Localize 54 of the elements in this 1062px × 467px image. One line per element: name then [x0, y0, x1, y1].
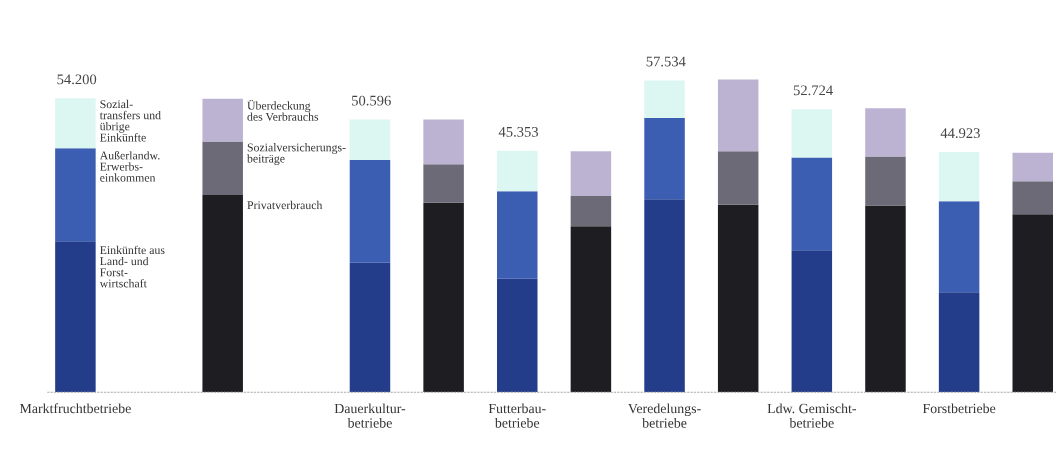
series-label: Überdeckung des Verbrauchs — [247, 99, 319, 121]
bar — [865, 205, 906, 393]
x-tick-label: Veredelungs- betriebe — [628, 403, 701, 428]
bar — [717, 204, 759, 393]
bar — [55, 148, 96, 242]
bar — [644, 118, 685, 200]
bar — [791, 109, 833, 158]
bar — [570, 195, 612, 227]
bar — [423, 164, 464, 203]
bar — [717, 151, 759, 205]
bar — [865, 108, 906, 157]
annotation: 45.353 — [498, 126, 539, 137]
annotation: 57.534 — [646, 56, 686, 67]
bar — [1012, 181, 1054, 215]
bar — [349, 159, 391, 263]
annotation: 44.923 — [940, 128, 980, 139]
bar — [644, 80, 685, 119]
bar — [202, 98, 243, 142]
bar — [202, 194, 243, 393]
bar — [55, 98, 96, 149]
x-tick-label: Dauerkultur- betriebe — [334, 403, 406, 428]
x-tick-label: Forstbetriebe — [922, 403, 996, 414]
bar — [55, 241, 96, 393]
bar — [423, 202, 464, 393]
x-tick-label: Marktfruchtbetriebe — [19, 403, 131, 414]
bar — [644, 199, 685, 393]
bar — [865, 156, 906, 206]
bar — [497, 191, 538, 279]
annotation: 50.596 — [352, 95, 391, 106]
series-label: Sozial- transfers und übrige Einkünfte — [99, 99, 161, 142]
series-label: Sozialversicherungs- beiträge — [246, 143, 346, 165]
bar — [497, 278, 538, 393]
series-label: Außerlandw. Erwerbs- einkommen — [99, 151, 160, 182]
annotation: 54.200 — [57, 74, 97, 85]
bar — [938, 201, 980, 293]
x-tick-label: Ldw. Gemischt- betriebe — [767, 403, 856, 428]
bar — [570, 226, 612, 393]
bar — [349, 119, 391, 160]
bar — [938, 152, 980, 202]
bar — [1012, 214, 1054, 393]
bar — [202, 141, 243, 195]
bar — [1012, 152, 1054, 182]
bar — [938, 292, 980, 393]
bar — [497, 150, 538, 192]
series-label: Privatverbrauch — [247, 200, 323, 210]
bar — [349, 262, 391, 393]
bar — [717, 79, 759, 152]
bar — [791, 157, 833, 251]
x-tick-label: Futterbau- betriebe — [488, 403, 546, 428]
series-label: Einkünfte aus Land- und Forst- wirtschaft — [99, 245, 165, 288]
bar — [423, 119, 464, 165]
annotation: 52.724 — [793, 85, 833, 96]
bar — [570, 151, 612, 196]
bar — [791, 250, 833, 393]
